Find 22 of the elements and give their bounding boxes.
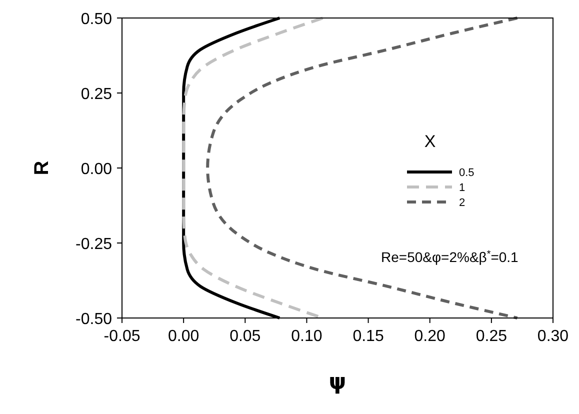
- x-tick-label: 0.30: [537, 328, 569, 345]
- y-tick-label: 0.25: [80, 86, 112, 103]
- x-tick-label: 0.00: [168, 328, 200, 345]
- line-series: [206, 16, 519, 320]
- x-tick-label: 0.20: [414, 328, 446, 345]
- x-tick-label: 0.15: [352, 328, 384, 345]
- y-tick-label: 0.50: [80, 11, 112, 28]
- y-tick-label: -0.25: [76, 236, 112, 253]
- line-series: [182, 16, 324, 320]
- y-axis-title: R: [31, 160, 53, 176]
- x-tick-label: -0.05: [104, 328, 140, 345]
- y-tick-label: 0.00: [80, 161, 112, 178]
- legend-title: X: [424, 132, 436, 151]
- legend-label: 1: [459, 182, 466, 194]
- legend-label: 0.5: [459, 167, 474, 179]
- x-tick-label: 0.10: [291, 328, 322, 345]
- x-tick-label: 0.05: [230, 328, 261, 345]
- annotation: Re=50&φ=2%&β$^{*}$=0.1: [381, 248, 519, 265]
- x-axis-title: ψ: [328, 370, 346, 395]
- y-tick-label: -0.50: [76, 311, 112, 328]
- x-tick-label: 0.25: [476, 328, 508, 345]
- legend-label: 2: [459, 197, 466, 209]
